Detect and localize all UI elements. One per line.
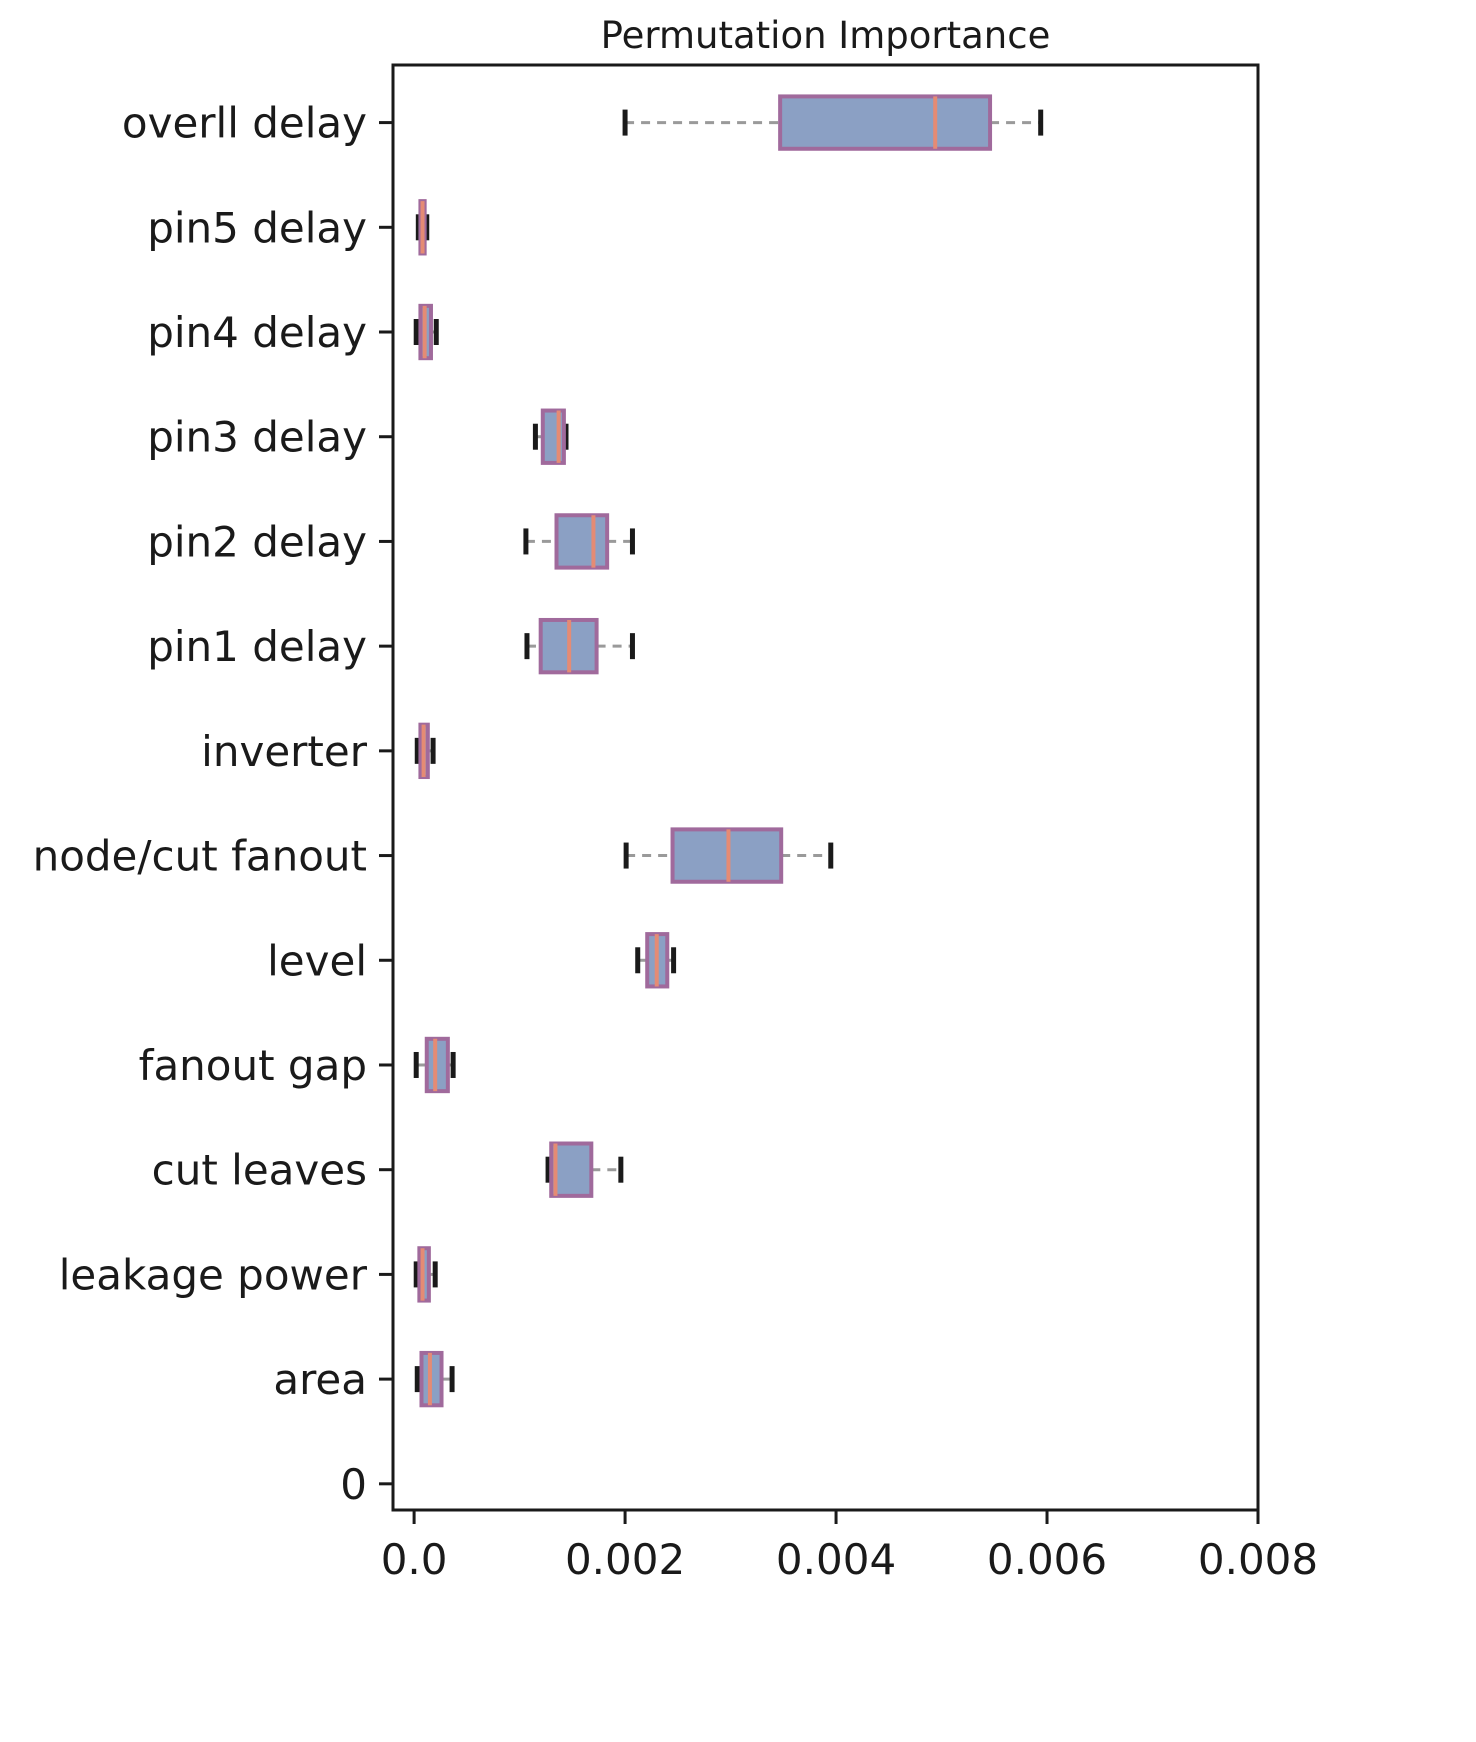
y-tick-label: level [267,936,367,985]
box [554,513,610,570]
y-tick-label: pin1 delay [147,622,367,671]
x-tick-label: 0.0 [381,1535,448,1584]
y-tick-label: fanout gap [139,1041,367,1090]
y-tick-label: area [273,1355,367,1404]
plot-background [393,65,1258,1510]
chart-title: Permutation Importance [600,14,1051,57]
y-tick-label: pin5 delay [147,203,367,252]
axes-frame [391,63,1260,1512]
x-tick-label: 0.006 [987,1535,1107,1584]
y-tick-label: pin4 delay [147,308,367,357]
y-tick-label: leakage power [59,1250,368,1299]
x-tick-label: 0.008 [1198,1535,1318,1584]
box [549,1141,594,1198]
y-tick-label: inverter [201,727,368,776]
y-tick-label: node/cut fanout [33,832,367,881]
x-tick-label: 0.002 [565,1535,685,1584]
box [778,94,993,151]
y-tick-label: cut leaves [152,1146,367,1195]
box [424,1036,450,1094]
box [540,408,566,465]
y-tick-label: overll delay [122,99,367,148]
y-origin-label: 0 [340,1460,367,1509]
y-tick-label: pin2 delay [147,517,367,566]
x-tick-label: 0.004 [776,1535,896,1584]
y-tick-label: pin3 delay [147,413,367,462]
